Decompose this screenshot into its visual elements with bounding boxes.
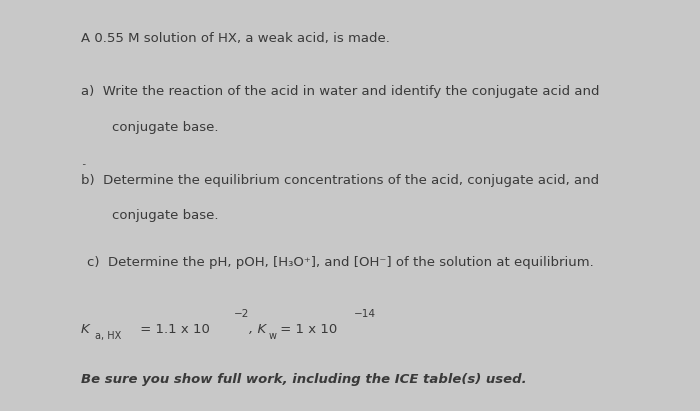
Text: a, HX: a, HX [95,331,121,341]
Text: a)  Write the reaction of the acid in water and identify the conjugate acid and: a) Write the reaction of the acid in wat… [80,85,599,98]
Text: b)  Determine the equilibrium concentrations of the acid, conjugate acid, and: b) Determine the equilibrium concentrati… [80,174,598,187]
Text: = 1 x 10: = 1 x 10 [276,323,337,336]
Text: −14: −14 [354,309,375,319]
Text: = 1.1 x 10: = 1.1 x 10 [136,323,210,336]
Text: K: K [80,323,90,336]
Text: conjugate base.: conjugate base. [112,121,218,134]
Text: Be sure you show full work, including the ICE table(s) used.: Be sure you show full work, including th… [80,373,526,386]
Text: , K: , K [249,323,267,336]
Text: ˉ: ˉ [81,164,85,173]
Text: conjugate base.: conjugate base. [112,210,218,222]
Text: w: w [268,331,277,341]
Text: −2: −2 [234,309,249,319]
Text: c)  Determine the pH, pOH, [H₃O⁺], and [OH⁻] of the solution at equilibrium.: c) Determine the pH, pOH, [H₃O⁺], and [O… [87,256,594,269]
Text: A 0.55 M solution of HX, a weak acid, is made.: A 0.55 M solution of HX, a weak acid, is… [80,32,389,45]
